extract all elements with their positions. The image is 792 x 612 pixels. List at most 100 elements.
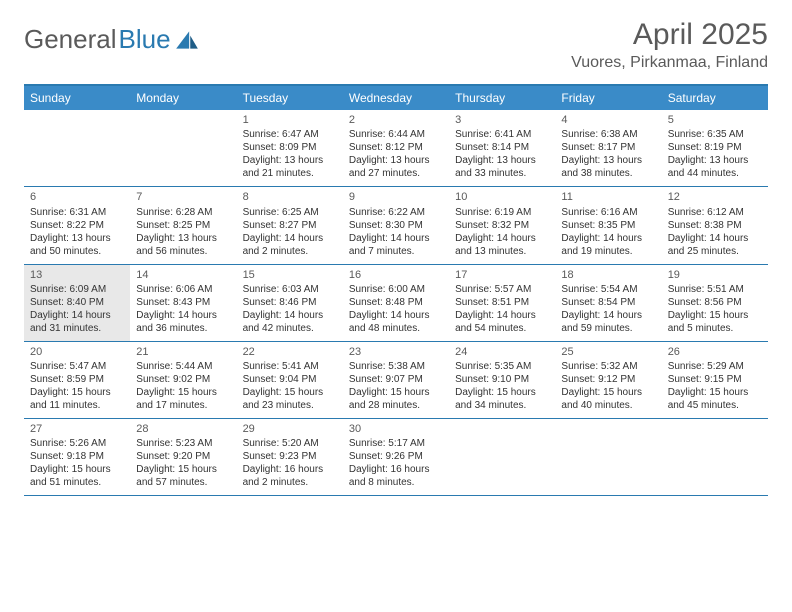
day-info-line: Sunrise: 6:28 AM <box>136 206 230 219</box>
day-info-line: and 19 minutes. <box>561 245 655 258</box>
day-info-line: Sunset: 8:43 PM <box>136 296 230 309</box>
day-info-line: and 48 minutes. <box>349 322 443 335</box>
day-number: 21 <box>136 345 230 359</box>
week-row: 1Sunrise: 6:47 AMSunset: 8:09 PMDaylight… <box>24 110 768 187</box>
day-cell: 4Sunrise: 6:38 AMSunset: 8:17 PMDaylight… <box>555 110 661 186</box>
weekday-header: Sunday <box>24 86 130 110</box>
day-info-line: Daylight: 15 hours <box>30 386 124 399</box>
day-cell: 5Sunrise: 6:35 AMSunset: 8:19 PMDaylight… <box>662 110 768 186</box>
day-cell: 18Sunrise: 5:54 AMSunset: 8:54 PMDayligh… <box>555 265 661 341</box>
day-cell: 30Sunrise: 5:17 AMSunset: 9:26 PMDayligh… <box>343 419 449 495</box>
title-block: April 2025 Vuores, Pirkanmaa, Finland <box>571 18 768 72</box>
day-info-line: and 17 minutes. <box>136 399 230 412</box>
day-number: 12 <box>668 190 762 204</box>
day-info-line: Sunrise: 5:26 AM <box>30 437 124 450</box>
logo: GeneralBlue <box>24 24 200 55</box>
day-info-line: Daylight: 15 hours <box>668 386 762 399</box>
day-info-line: Sunset: 9:20 PM <box>136 450 230 463</box>
day-info-line: and 51 minutes. <box>30 476 124 489</box>
day-info-line: Daylight: 13 hours <box>30 232 124 245</box>
day-number: 9 <box>349 190 443 204</box>
day-info-line: and 27 minutes. <box>349 167 443 180</box>
day-info-line: Sunset: 8:51 PM <box>455 296 549 309</box>
day-info-line: Sunrise: 5:51 AM <box>668 283 762 296</box>
day-info-line: Sunrise: 5:23 AM <box>136 437 230 450</box>
day-info-line: Sunrise: 6:19 AM <box>455 206 549 219</box>
day-info-line: Sunset: 8:27 PM <box>243 219 337 232</box>
logo-text-general: General <box>24 24 117 55</box>
day-number: 30 <box>349 422 443 436</box>
weekday-header: Saturday <box>662 86 768 110</box>
day-info-line: Daylight: 13 hours <box>561 154 655 167</box>
day-info-line: Daylight: 15 hours <box>668 309 762 322</box>
day-info-line: Daylight: 15 hours <box>349 386 443 399</box>
day-info-line: Sunrise: 6:16 AM <box>561 206 655 219</box>
day-info-line: and 34 minutes. <box>455 399 549 412</box>
day-info-line: Sunrise: 6:25 AM <box>243 206 337 219</box>
calendar: SundayMondayTuesdayWednesdayThursdayFrid… <box>24 84 768 496</box>
day-info-line: Sunset: 9:15 PM <box>668 373 762 386</box>
day-info-line: Daylight: 15 hours <box>136 386 230 399</box>
day-cell-empty <box>24 110 130 186</box>
day-info-line: Sunset: 9:12 PM <box>561 373 655 386</box>
day-number: 15 <box>243 268 337 282</box>
day-number: 23 <box>349 345 443 359</box>
day-cell: 21Sunrise: 5:44 AMSunset: 9:02 PMDayligh… <box>130 342 236 418</box>
week-row: 20Sunrise: 5:47 AMSunset: 8:59 PMDayligh… <box>24 342 768 419</box>
day-info-line: and 5 minutes. <box>668 322 762 335</box>
header: GeneralBlue April 2025 Vuores, Pirkanmaa… <box>24 18 768 72</box>
day-number: 22 <box>243 345 337 359</box>
day-cell: 2Sunrise: 6:44 AMSunset: 8:12 PMDaylight… <box>343 110 449 186</box>
day-cell: 13Sunrise: 6:09 AMSunset: 8:40 PMDayligh… <box>24 265 130 341</box>
logo-sail-icon <box>174 29 200 51</box>
day-info-line: Sunrise: 5:20 AM <box>243 437 337 450</box>
day-info-line: Sunrise: 5:47 AM <box>30 360 124 373</box>
day-info-line: Daylight: 15 hours <box>455 386 549 399</box>
day-info-line: Daylight: 15 hours <box>561 386 655 399</box>
day-info-line: Sunrise: 6:00 AM <box>349 283 443 296</box>
day-info-line: Sunset: 9:18 PM <box>30 450 124 463</box>
day-info-line: and 2 minutes. <box>243 476 337 489</box>
day-info-line: Daylight: 13 hours <box>668 154 762 167</box>
day-cell: 17Sunrise: 5:57 AMSunset: 8:51 PMDayligh… <box>449 265 555 341</box>
day-info-line: Daylight: 14 hours <box>668 232 762 245</box>
day-cell: 9Sunrise: 6:22 AMSunset: 8:30 PMDaylight… <box>343 187 449 263</box>
day-info-line: Sunset: 8:56 PM <box>668 296 762 309</box>
day-number: 18 <box>561 268 655 282</box>
day-info-line: and 23 minutes. <box>243 399 337 412</box>
day-info-line: and 44 minutes. <box>668 167 762 180</box>
day-info-line: and 38 minutes. <box>561 167 655 180</box>
day-info-line: Sunset: 9:23 PM <box>243 450 337 463</box>
day-cell: 27Sunrise: 5:26 AMSunset: 9:18 PMDayligh… <box>24 419 130 495</box>
day-info-line: Sunset: 8:59 PM <box>30 373 124 386</box>
day-info-line: Daylight: 13 hours <box>243 154 337 167</box>
day-info-line: Daylight: 14 hours <box>349 232 443 245</box>
day-info-line: and 57 minutes. <box>136 476 230 489</box>
day-info-line: and 50 minutes. <box>30 245 124 258</box>
day-info-line: Sunset: 8:38 PM <box>668 219 762 232</box>
day-cell: 3Sunrise: 6:41 AMSunset: 8:14 PMDaylight… <box>449 110 555 186</box>
day-info-line: Sunrise: 5:41 AM <box>243 360 337 373</box>
day-number: 19 <box>668 268 762 282</box>
day-cell: 20Sunrise: 5:47 AMSunset: 8:59 PMDayligh… <box>24 342 130 418</box>
day-info-line: Daylight: 15 hours <box>30 463 124 476</box>
day-info-line: Daylight: 14 hours <box>30 309 124 322</box>
day-info-line: Sunset: 8:22 PM <box>30 219 124 232</box>
day-info-line: Sunrise: 6:03 AM <box>243 283 337 296</box>
weekday-header: Friday <box>555 86 661 110</box>
day-info-line: and 42 minutes. <box>243 322 337 335</box>
day-cell-empty <box>555 419 661 495</box>
day-info-line: Sunrise: 6:35 AM <box>668 128 762 141</box>
day-cell: 14Sunrise: 6:06 AMSunset: 8:43 PMDayligh… <box>130 265 236 341</box>
day-number: 16 <box>349 268 443 282</box>
day-info-line: and 7 minutes. <box>349 245 443 258</box>
day-info-line: Sunrise: 6:22 AM <box>349 206 443 219</box>
day-info-line: Daylight: 13 hours <box>455 154 549 167</box>
day-cell: 8Sunrise: 6:25 AMSunset: 8:27 PMDaylight… <box>237 187 343 263</box>
day-info-line: Daylight: 14 hours <box>561 309 655 322</box>
day-info-line: Sunset: 8:19 PM <box>668 141 762 154</box>
day-info-line: Daylight: 14 hours <box>561 232 655 245</box>
day-number: 11 <box>561 190 655 204</box>
day-info-line: Sunset: 8:17 PM <box>561 141 655 154</box>
day-cell-empty <box>449 419 555 495</box>
